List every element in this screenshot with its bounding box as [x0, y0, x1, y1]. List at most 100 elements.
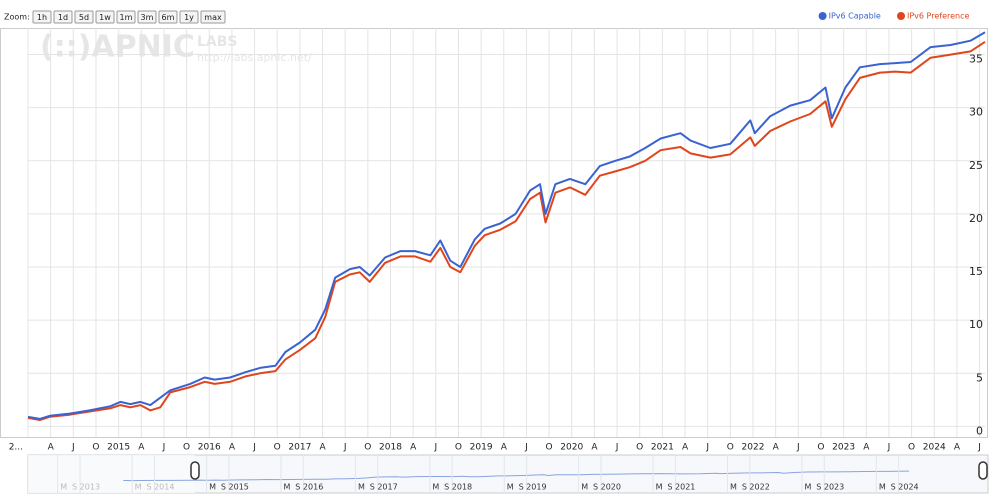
zoom-button-label[interactable]: 1y	[184, 13, 194, 22]
navigator-tick-label: M	[507, 483, 514, 492]
x-tick-label: J	[162, 443, 166, 453]
navigator-tick-label: M	[358, 483, 365, 492]
x-tick-label: 2020	[560, 443, 583, 453]
x-tick-label: O	[546, 443, 553, 453]
navigator-tick-label: M	[581, 483, 588, 492]
x-tick-label: O	[908, 443, 915, 453]
navigator-tick-label: M	[656, 483, 663, 492]
legend-label: IPv6 Capable	[829, 12, 881, 21]
x-tick-label: J	[615, 443, 619, 453]
zoom-button-label[interactable]: 6m	[162, 13, 175, 22]
zoom-button-label[interactable]: max	[204, 13, 222, 22]
navigator-tick-label: M	[804, 483, 811, 492]
x-tick-label: 2...	[9, 443, 23, 453]
y-tick-label: 30	[969, 106, 983, 119]
x-tick-label: A	[410, 443, 417, 453]
navigator-tick-label: M	[209, 483, 216, 492]
x-tick-label: J	[796, 443, 800, 453]
x-tick-label: 2021	[651, 443, 674, 453]
navigator-tick-label: S 2017	[370, 483, 398, 492]
x-tick-label: A	[501, 443, 508, 453]
y-tick-label: 10	[969, 318, 983, 331]
x-tick-label: J	[524, 443, 528, 453]
x-tick-label: O	[92, 443, 99, 453]
x-tick-label: J	[343, 443, 347, 453]
x-tick-label: A	[591, 443, 598, 453]
navigator-tick-label: S 2018	[444, 483, 472, 492]
navigator-outside	[28, 455, 195, 493]
zoom-button-label[interactable]: 1m	[120, 13, 133, 22]
navigator-tick-label: M	[60, 483, 67, 492]
x-tick-label: 2022	[742, 443, 765, 453]
zoom-button-label[interactable]: 1w	[99, 13, 111, 22]
legend-marker	[897, 12, 905, 20]
x-tick-label: A	[138, 443, 145, 453]
navigator-tick-label: S 2014	[146, 483, 174, 492]
navigator-tick-label: M	[135, 483, 142, 492]
series-line	[27, 31, 986, 420]
zoom-button-label[interactable]: 1h	[37, 13, 47, 22]
x-tick-label: A	[682, 443, 689, 453]
navigator-handle[interactable]	[190, 461, 200, 480]
zoom-button[interactable]	[95, 10, 115, 24]
x-tick-label: A	[954, 443, 961, 453]
zoom-button[interactable]	[116, 10, 136, 24]
y-tick-label: 5	[976, 371, 983, 384]
x-tick-label: 2017	[288, 443, 311, 453]
y-tick-label: 0	[976, 424, 983, 437]
x-tick-label: O	[183, 443, 190, 453]
navigator-tick-label: S 2020	[593, 483, 621, 492]
zoom-button[interactable]	[137, 10, 157, 24]
x-tick-label: 2023	[832, 443, 855, 453]
x-tick-label: A	[773, 443, 780, 453]
navigator-tick-label: M	[284, 483, 291, 492]
legend-label: IPv6 Preference	[907, 12, 970, 21]
navigator-tick-label: S 2015	[221, 483, 249, 492]
zoom-button[interactable]	[53, 10, 73, 24]
legend-marker	[818, 12, 827, 20]
zoom-button-label[interactable]: 3m	[141, 13, 154, 22]
navigator-tick-label: S 2024	[891, 483, 919, 492]
navigator-line	[123, 470, 910, 482]
zoom-button[interactable]	[32, 10, 52, 24]
y-tick-label: 35	[969, 53, 983, 66]
x-tick-label: O	[817, 443, 824, 453]
watermark-labs: LABS	[197, 34, 238, 50]
zoom-button[interactable]	[179, 10, 199, 24]
navigator-tick-label: S 2021	[667, 483, 695, 492]
x-tick-label: J	[705, 443, 709, 453]
zoom-button[interactable]	[158, 10, 178, 24]
x-tick-label: 2024	[923, 443, 946, 453]
zoom-button[interactable]	[74, 10, 94, 24]
series-line	[27, 40, 986, 421]
x-tick-label: J	[71, 443, 75, 453]
y-tick-label: 20	[969, 212, 983, 225]
zoom-button[interactable]	[200, 10, 226, 24]
y-tick-label: 15	[969, 265, 983, 278]
navigator-tick-label: S 2013	[72, 483, 100, 492]
watermark-logo: (::)APNIC	[40, 30, 195, 65]
navigator-tick-label: M	[879, 483, 886, 492]
x-tick-label: O	[727, 443, 734, 453]
x-tick-label: J	[887, 443, 891, 453]
navigator-tick-label: S 2023	[816, 483, 844, 492]
x-tick-label: J	[433, 443, 437, 453]
y-tick-label: 25	[969, 159, 983, 172]
navigator-tick-label: S 2016	[295, 483, 323, 492]
x-tick-label: O	[636, 443, 643, 453]
navigator-handle[interactable]	[978, 461, 988, 480]
x-tick-label: 2015	[107, 443, 130, 453]
x-tick-label: 2019	[470, 443, 493, 453]
zoom-label: Zoom:	[4, 13, 30, 22]
zoom-button-label[interactable]: 1d	[58, 13, 68, 22]
navigator-tick-label: S 2019	[519, 483, 547, 492]
navigator-tick-label: S 2022	[742, 483, 770, 492]
navigator-tick-label: M	[432, 483, 439, 492]
x-tick-label: A	[863, 443, 870, 453]
x-tick-label: O	[364, 443, 371, 453]
x-tick-label: J	[977, 443, 981, 453]
x-tick-label: 2018	[379, 443, 402, 453]
x-tick-label: O	[274, 443, 281, 453]
zoom-button-label[interactable]: 5d	[79, 13, 89, 22]
